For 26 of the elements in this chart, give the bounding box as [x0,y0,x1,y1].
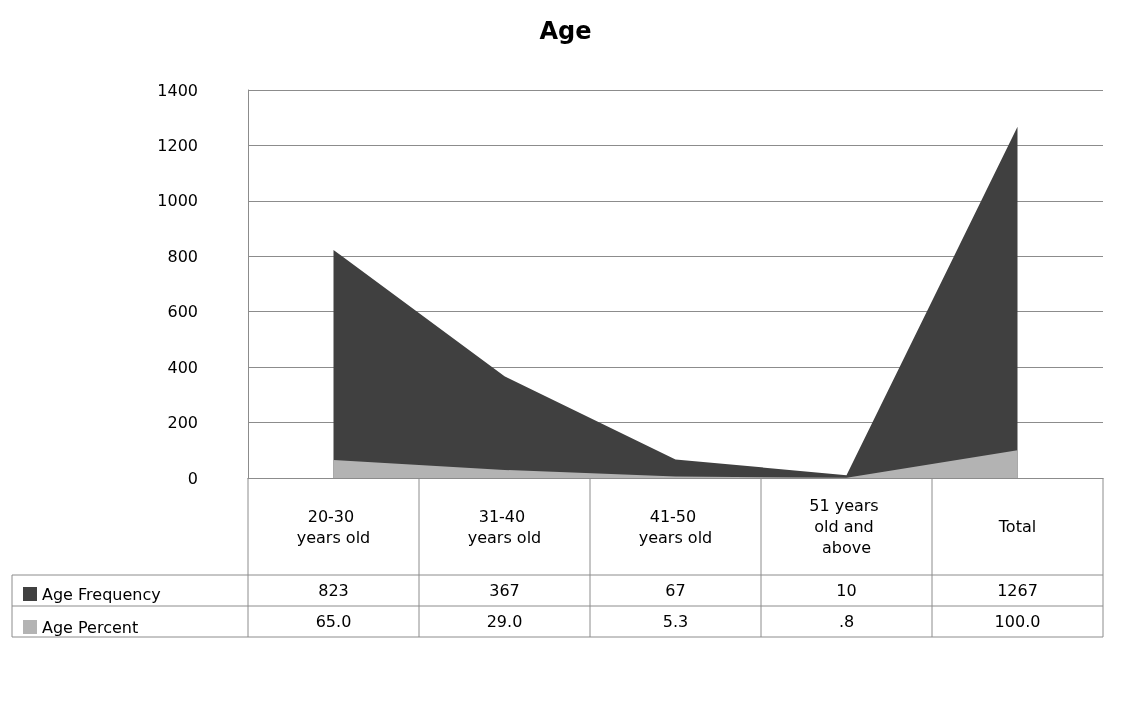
x-tick-label: 41-50 years old [638,506,713,547]
data-label: 100.0 [994,612,1041,631]
data-label: 367 [489,581,520,600]
y-tick-label: 0 [187,468,198,488]
data-label: 67 [665,581,686,600]
data-label: 65.0 [315,612,352,631]
y-tick-label: 1400 [157,80,198,100]
data-label: 823 [318,581,349,600]
y-tick-label: 400 [167,357,198,377]
x-tick-label: 31-40 years old [467,506,542,547]
data-label: 29.0 [486,612,523,631]
x-tick-label: Total [997,517,1037,536]
data-label: 1267 [997,581,1038,600]
y-tick-label: 800 [167,246,198,266]
x-tick-label: 20-30 years old [296,506,371,547]
x-tick-label: 51 years old and above [809,496,884,557]
data-label: .8 [838,612,855,631]
legend-label: Age Percent [42,617,139,637]
data-label: 5.3 [662,612,689,631]
y-tick-label: 1200 [157,135,198,155]
legend-label: Age Frequency [42,584,161,604]
data-label: 10 [836,581,857,600]
y-tick-label: 1000 [157,191,198,211]
y-tick-label: 200 [167,413,198,433]
chart-title: Age [539,17,592,45]
y-tick-label: 600 [167,302,198,322]
